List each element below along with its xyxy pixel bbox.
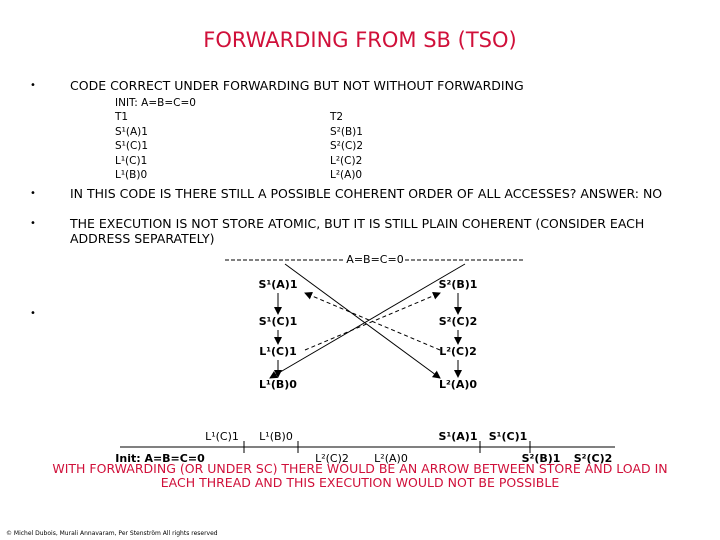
timeline-label: Init: A=B=C=0 <box>115 452 205 465</box>
code-line: T1 <box>115 111 129 123</box>
bullet: CODE CORRECT UNDER FORWARDING BUT NOT WI… <box>70 78 524 93</box>
footer: © Michel Dubois, Murali Annavaram, Per S… <box>6 530 218 537</box>
timeline-label: L²(C)2 <box>315 452 349 465</box>
code-line: S¹(A)1 <box>115 125 148 138</box>
bullet: THE EXECUTION IS NOT STORE ATOMIC, BUT I… <box>70 216 645 246</box>
node: L¹(C)1 <box>259 345 297 358</box>
bullet-dot: • <box>30 308 36 319</box>
title: FORWARDING FROM SB (TSO) <box>203 28 517 52</box>
node: S¹(A)1 <box>259 278 298 291</box>
code-line: S²(C)2 <box>330 140 364 152</box>
arrow <box>284 263 441 379</box>
timeline-label: L¹(C)1 <box>205 430 239 443</box>
bullet: IN THIS CODE IS THERE STILL A POSSIBLE C… <box>70 186 663 201</box>
node: S²(C)2 <box>439 315 478 328</box>
code-line: T2 <box>330 111 344 123</box>
bullet-dot: • <box>30 188 36 199</box>
code-line: L²(C)2 <box>330 154 363 167</box>
timeline-label: S¹(C)1 <box>489 430 528 443</box>
timeline-label: L¹(B)0 <box>259 430 293 443</box>
arrow <box>304 292 441 351</box>
arrow <box>269 263 466 379</box>
code-t1: T1 S¹(A)1 S¹(C)1 L¹(C)1 L¹(B)0 <box>115 110 148 183</box>
init-label: A=B=C=0 <box>346 253 403 266</box>
node: L²(C)2 <box>439 345 477 358</box>
code-init: INIT: A=B=C=0 <box>115 97 196 109</box>
code-line: L¹(C)1 <box>115 154 148 167</box>
node: S¹(C)1 <box>259 315 298 328</box>
code-t2: T2 S²(B)1 S²(C)2 L²(C)2 L²(A)0 <box>330 110 363 183</box>
note: WITH FORWARDING (OR UNDER SC) THERE WOUL… <box>52 461 668 490</box>
node: L²(A)0 <box>439 378 477 391</box>
code-line: L²(A)0 <box>330 169 363 181</box>
bullet-dot: • <box>30 218 36 229</box>
bullet-dot: • <box>30 80 36 91</box>
node: S²(B)1 <box>439 278 478 291</box>
timeline-label: S²(B)1 <box>522 452 561 465</box>
node: L¹(B)0 <box>259 378 297 391</box>
code-line: S²(B)1 <box>330 125 363 138</box>
timeline-label: L²(A)0 <box>374 452 408 465</box>
timeline-label: S²(C)2 <box>574 452 613 465</box>
code-line: S¹(C)1 <box>115 140 149 152</box>
code-line: L¹(B)0 <box>115 169 148 181</box>
timeline-label: S¹(A)1 <box>439 430 478 443</box>
